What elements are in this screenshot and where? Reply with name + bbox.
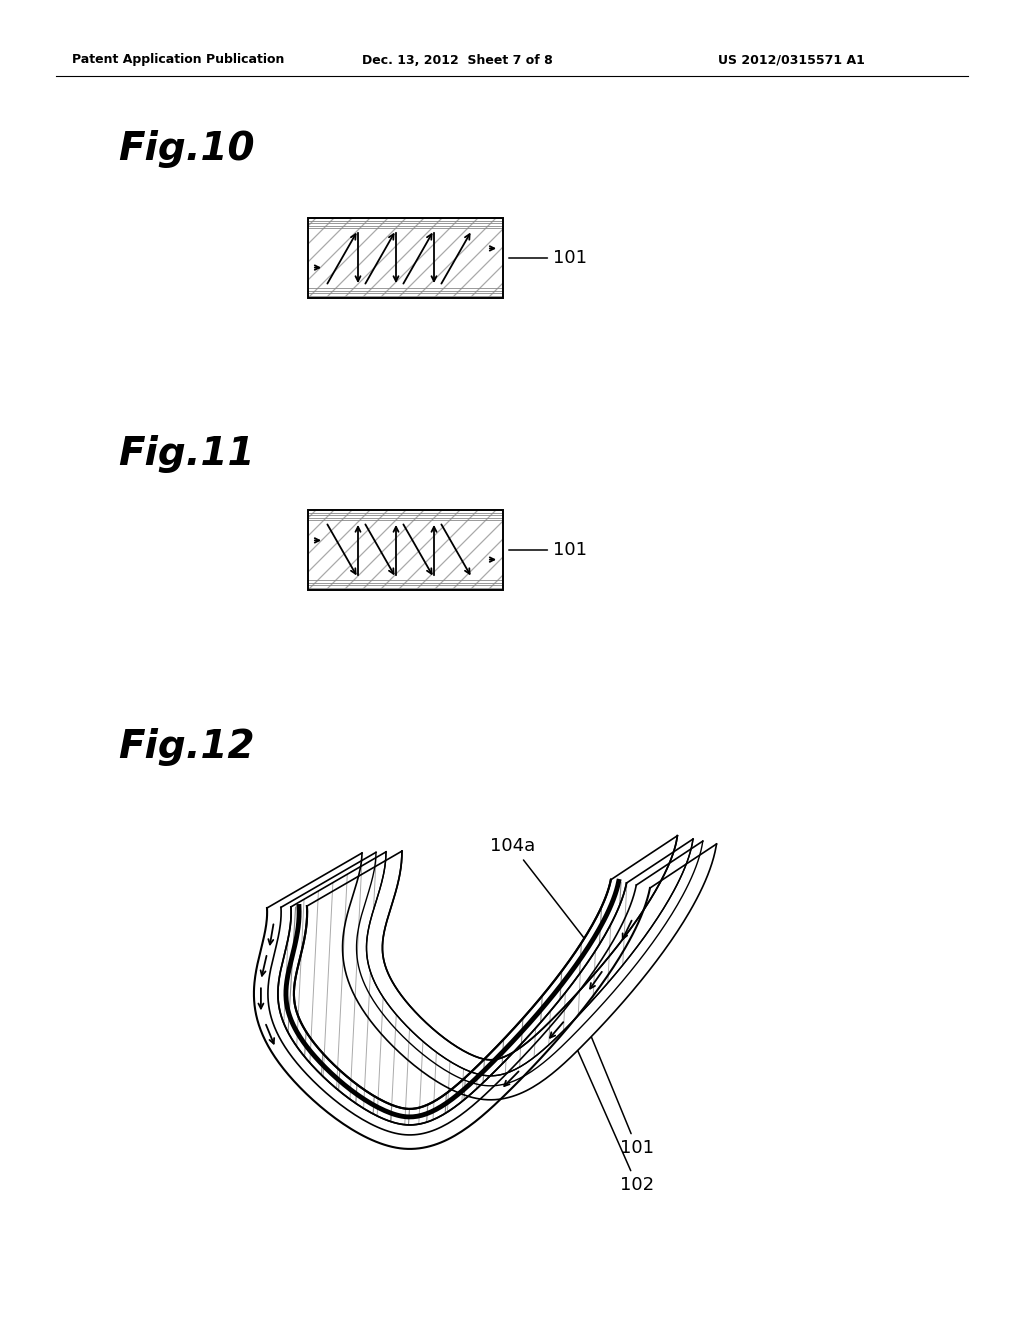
Bar [308,510,503,590]
Polygon shape [356,840,702,1086]
Text: Dec. 13, 2012  Sheet 7 of 8: Dec. 13, 2012 Sheet 7 of 8 [362,54,553,66]
Text: Patent Application Publication: Patent Application Publication [72,54,285,66]
Text: Fig.12: Fig.12 [118,729,255,766]
Text: 101: 101 [509,249,587,267]
Text: 101: 101 [571,989,654,1158]
Bar [308,218,503,298]
Bar [308,510,503,590]
Polygon shape [254,843,717,1148]
Polygon shape [268,883,636,1135]
Polygon shape [268,841,702,1135]
Bar [308,218,503,298]
Text: Fig.10: Fig.10 [118,129,255,168]
Text: 104a: 104a [490,837,628,994]
Polygon shape [254,843,717,1148]
Polygon shape [278,840,693,1125]
Polygon shape [278,879,627,1125]
Polygon shape [254,886,650,1148]
Polygon shape [367,836,693,1076]
Text: 101: 101 [509,541,587,558]
Text: Fig.11: Fig.11 [118,436,255,473]
Polygon shape [343,841,717,1100]
Text: US 2012/0315571 A1: US 2012/0315571 A1 [718,54,865,66]
Text: 102: 102 [554,997,654,1195]
